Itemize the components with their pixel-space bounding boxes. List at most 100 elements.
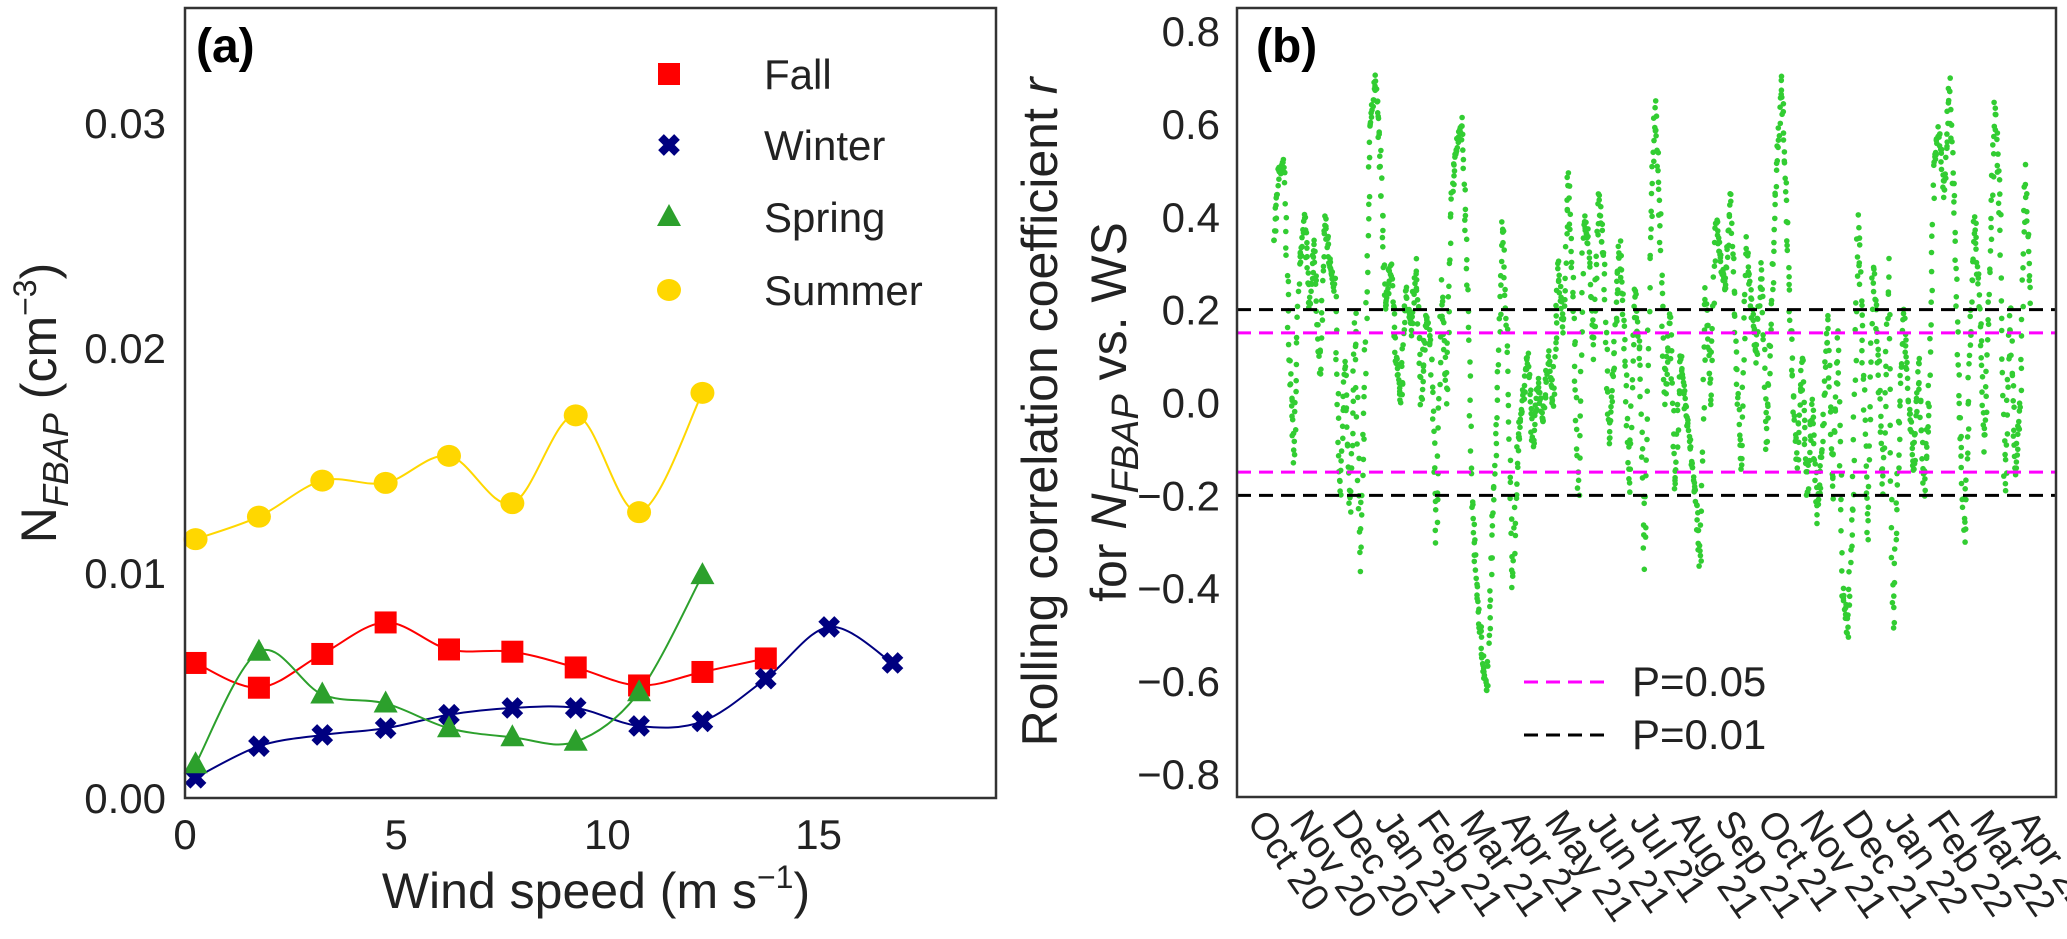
- data-point: [1460, 165, 1466, 172]
- data-point: [1641, 566, 1648, 573]
- winter-data-point: [374, 717, 397, 740]
- data-point: [2021, 229, 2027, 235]
- data-point: [1685, 427, 1692, 434]
- data-point: [1388, 261, 1395, 268]
- data-point: [1446, 283, 1452, 290]
- data-point: [1297, 249, 1304, 256]
- data-point: [1722, 275, 1729, 281]
- data-point: [1699, 458, 1706, 464]
- data-point: [1849, 517, 1855, 523]
- data-point: [1632, 294, 1638, 300]
- data-point: [1859, 360, 1865, 366]
- data-point: [1849, 473, 1856, 480]
- data-point: [1923, 453, 1930, 460]
- data-point: [1625, 459, 1631, 466]
- data-point: [1627, 489, 1633, 495]
- data-point: [1856, 224, 1862, 231]
- data-point: [1977, 342, 1984, 349]
- data-point: [1926, 403, 1932, 410]
- data-point: [1728, 191, 1734, 198]
- data-point: [1997, 252, 2003, 258]
- data-point: [1745, 264, 1752, 270]
- data-point: [1999, 356, 2005, 362]
- data-point: [1994, 136, 2000, 143]
- data-point: [1843, 629, 1850, 635]
- data-point: [1568, 248, 1574, 255]
- data-point: [1778, 77, 1785, 84]
- data-point: [1504, 343, 1511, 349]
- data-point: [1957, 435, 1963, 442]
- data-point: [1358, 499, 1364, 506]
- data-point: [1361, 436, 1367, 442]
- data-point: [1636, 355, 1642, 362]
- data-point: [1701, 405, 1708, 411]
- data-point: [1865, 504, 1872, 511]
- data-point: [1290, 447, 1297, 453]
- data-point: [1875, 372, 1881, 379]
- data-point: [1783, 197, 1790, 204]
- data-point: [1294, 314, 1300, 321]
- data-point: [1458, 137, 1465, 143]
- data-point: [1471, 539, 1478, 546]
- data-point: [1913, 395, 1920, 402]
- data-point: [2027, 284, 2033, 291]
- data-point: [1586, 249, 1593, 255]
- data-point: [1886, 255, 1892, 262]
- data-point: [1285, 291, 1292, 298]
- data-point: [1925, 382, 1932, 389]
- data-point: [1517, 416, 1524, 423]
- data-point: [1798, 367, 1804, 374]
- data-point: [1403, 284, 1410, 291]
- data-point: [1938, 146, 1945, 153]
- data-point: [1599, 221, 1606, 228]
- data-point: [2018, 365, 2025, 372]
- data-point: [1365, 269, 1371, 276]
- data-point: [1662, 401, 1668, 408]
- data-point: [1366, 139, 1373, 146]
- data-point: [1925, 429, 1932, 435]
- data-point: [1273, 215, 1280, 221]
- data-point: [1859, 322, 1866, 329]
- data-point: [1885, 291, 1892, 298]
- data-point: [1659, 323, 1665, 330]
- data-point: [1724, 254, 1731, 261]
- data-point: [1916, 360, 1922, 367]
- data-point: [1580, 270, 1587, 277]
- data-point: [1354, 441, 1360, 447]
- data-point: [1739, 414, 1746, 420]
- data-point: [1495, 362, 1502, 368]
- data-point: [1485, 682, 1491, 689]
- data-point: [1468, 423, 1474, 430]
- data-point: [1849, 532, 1856, 538]
- data-point: [1562, 275, 1568, 282]
- data-point: [1880, 473, 1886, 479]
- data-point: [1770, 280, 1777, 286]
- data-point: [1318, 310, 1325, 316]
- summer-data-point: [310, 469, 335, 492]
- data-point: [1928, 322, 1934, 328]
- data-point: [1935, 124, 1941, 130]
- data-point: [1419, 386, 1426, 393]
- y-tick-label: −0.8: [1137, 751, 1220, 798]
- data-point: [1904, 359, 1910, 366]
- data-point: [1969, 299, 1975, 305]
- data-point: [1878, 423, 1884, 429]
- data-point: [1683, 413, 1689, 419]
- summer-data-point: [373, 471, 398, 494]
- data-point: [1354, 477, 1361, 484]
- data-point: [2016, 426, 2023, 433]
- data-point: [1633, 315, 1640, 321]
- data-point: [1902, 349, 1908, 356]
- data-point: [1763, 396, 1769, 402]
- data-point: [1971, 214, 1978, 220]
- data-point: [1462, 217, 1468, 223]
- data-point: [2018, 387, 2025, 394]
- data-point: [1710, 274, 1717, 280]
- data-point: [2022, 194, 2029, 201]
- data-point: [1995, 151, 2001, 157]
- data-point: [1912, 457, 1918, 464]
- data-point: [1394, 361, 1401, 368]
- data-point: [1374, 98, 1381, 104]
- data-point: [1896, 465, 1902, 471]
- data-point: [1609, 387, 1615, 394]
